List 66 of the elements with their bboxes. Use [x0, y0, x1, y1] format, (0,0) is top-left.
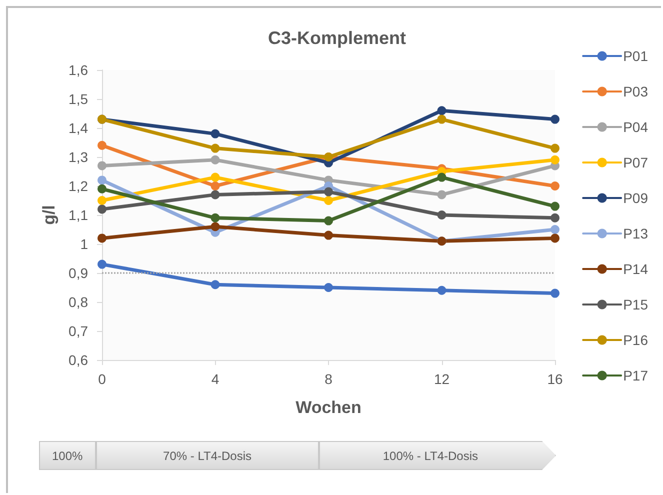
point [324, 283, 333, 292]
legend-label: P04 [623, 119, 648, 135]
point [210, 222, 220, 232]
point [550, 225, 560, 234]
point [210, 129, 220, 138]
y-tick-label: 0,9 [68, 265, 88, 281]
y-axis-title: g/l [40, 205, 59, 225]
y-tick-label: 0,8 [68, 294, 88, 310]
x-tick-label: 0 [98, 371, 106, 387]
point [98, 196, 106, 205]
legend-label: P01 [623, 48, 648, 64]
y-tick-label: 1,5 [68, 91, 88, 107]
legend-label: P15 [623, 296, 648, 312]
legend-label: P09 [623, 190, 648, 206]
point [324, 216, 333, 226]
point [98, 140, 106, 150]
legend-label: P03 [623, 84, 648, 100]
point [550, 182, 560, 190]
point [437, 114, 446, 124]
point [437, 190, 446, 200]
point [550, 155, 560, 164]
point [550, 114, 560, 124]
y-tick-label: 0,6 [68, 352, 88, 368]
point [210, 172, 220, 182]
legend-label: P13 [623, 226, 648, 242]
point [324, 187, 333, 196]
point [324, 196, 333, 205]
point [98, 204, 106, 214]
point [437, 286, 446, 295]
legend-label: P07 [623, 154, 648, 170]
point [550, 288, 560, 298]
x-tick-label: 16 [547, 371, 563, 387]
x-tick-label: 12 [434, 371, 450, 387]
legend-label: P17 [623, 368, 648, 384]
legend-label: P16 [623, 332, 648, 348]
point [210, 280, 220, 290]
point [437, 210, 446, 220]
x-tick-label: 8 [324, 371, 333, 387]
point [437, 172, 446, 182]
point [210, 213, 220, 222]
chart-title: C3-Komplement [268, 28, 406, 48]
point [98, 161, 106, 170]
point [437, 106, 446, 116]
legend-label: P14 [623, 261, 648, 277]
point [550, 213, 560, 222]
point [210, 182, 220, 190]
point [98, 184, 106, 194]
x-tick-label: 4 [211, 371, 220, 387]
y-tick-label: 1,4 [68, 120, 88, 136]
point [210, 155, 220, 164]
point [210, 144, 220, 153]
point [98, 260, 106, 269]
y-tick-label: 1 [80, 236, 88, 252]
point [324, 230, 333, 240]
point [550, 202, 560, 211]
point [550, 144, 560, 153]
point [98, 234, 106, 243]
y-tick-label: 1,6 [68, 62, 88, 78]
y-tick-label: 1,2 [68, 178, 88, 194]
point [210, 190, 220, 200]
y-tick-label: 1,1 [68, 207, 88, 223]
x-axis-title: Wochen [296, 398, 362, 417]
point [98, 176, 106, 185]
y-tick-label: 0,7 [68, 323, 88, 339]
point [550, 234, 560, 243]
y-tick-label: 1,3 [68, 149, 88, 165]
